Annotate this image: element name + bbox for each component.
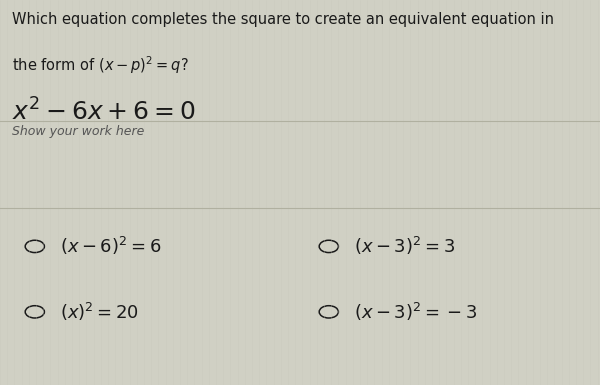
Text: Which equation completes the square to create an equivalent equation in: Which equation completes the square to c… xyxy=(12,12,554,27)
Text: $x^2-6x+6=0$: $x^2-6x+6=0$ xyxy=(12,98,196,126)
Text: $(x-3)^2=-3$: $(x-3)^2=-3$ xyxy=(354,301,477,323)
Text: the form of $(x-p)^2=q$?: the form of $(x-p)^2=q$? xyxy=(12,54,189,75)
Text: $(x-3)^2=3$: $(x-3)^2=3$ xyxy=(354,235,455,258)
Text: $(x)^2=20$: $(x)^2=20$ xyxy=(60,301,139,323)
Text: $(x-6)^2=6$: $(x-6)^2=6$ xyxy=(60,235,161,258)
Text: Show your work here: Show your work here xyxy=(12,125,145,138)
